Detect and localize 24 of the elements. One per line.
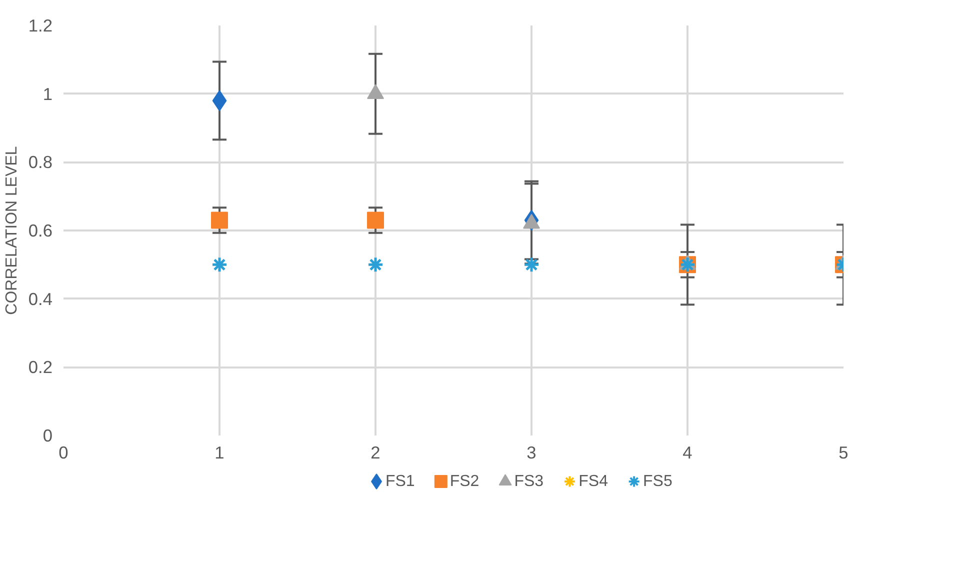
y-tick-label: 1.2: [28, 16, 53, 36]
y-tick-label: 0.6: [28, 220, 53, 240]
point: [367, 256, 384, 273]
x-tick-label: 0: [58, 442, 68, 462]
point: [523, 256, 540, 273]
point: [367, 212, 384, 229]
x-tick-label: 4: [682, 442, 693, 462]
legend-label: FS4: [578, 473, 608, 490]
legend-label: FS3: [514, 473, 544, 490]
x-tick-label: 1: [214, 442, 224, 462]
legend-label: FS2: [450, 473, 480, 490]
y-tick-label: 0: [42, 426, 53, 446]
legend-label: FS1: [385, 473, 415, 490]
legend-label: FS5: [643, 473, 672, 490]
y-tick-label: 0.8: [28, 152, 53, 172]
x-tick-label: 2: [370, 442, 380, 462]
y-tick-label: 0.2: [28, 357, 53, 378]
y-axis-title: CORRELATION LEVEL: [3, 146, 20, 315]
point: [211, 212, 228, 229]
x-tick-label: 3: [526, 442, 536, 462]
y-tick-label: 0.4: [28, 288, 53, 309]
point: [211, 256, 228, 273]
y-tick-label: 1: [42, 84, 53, 104]
x-tick-label: 5: [838, 442, 848, 462]
